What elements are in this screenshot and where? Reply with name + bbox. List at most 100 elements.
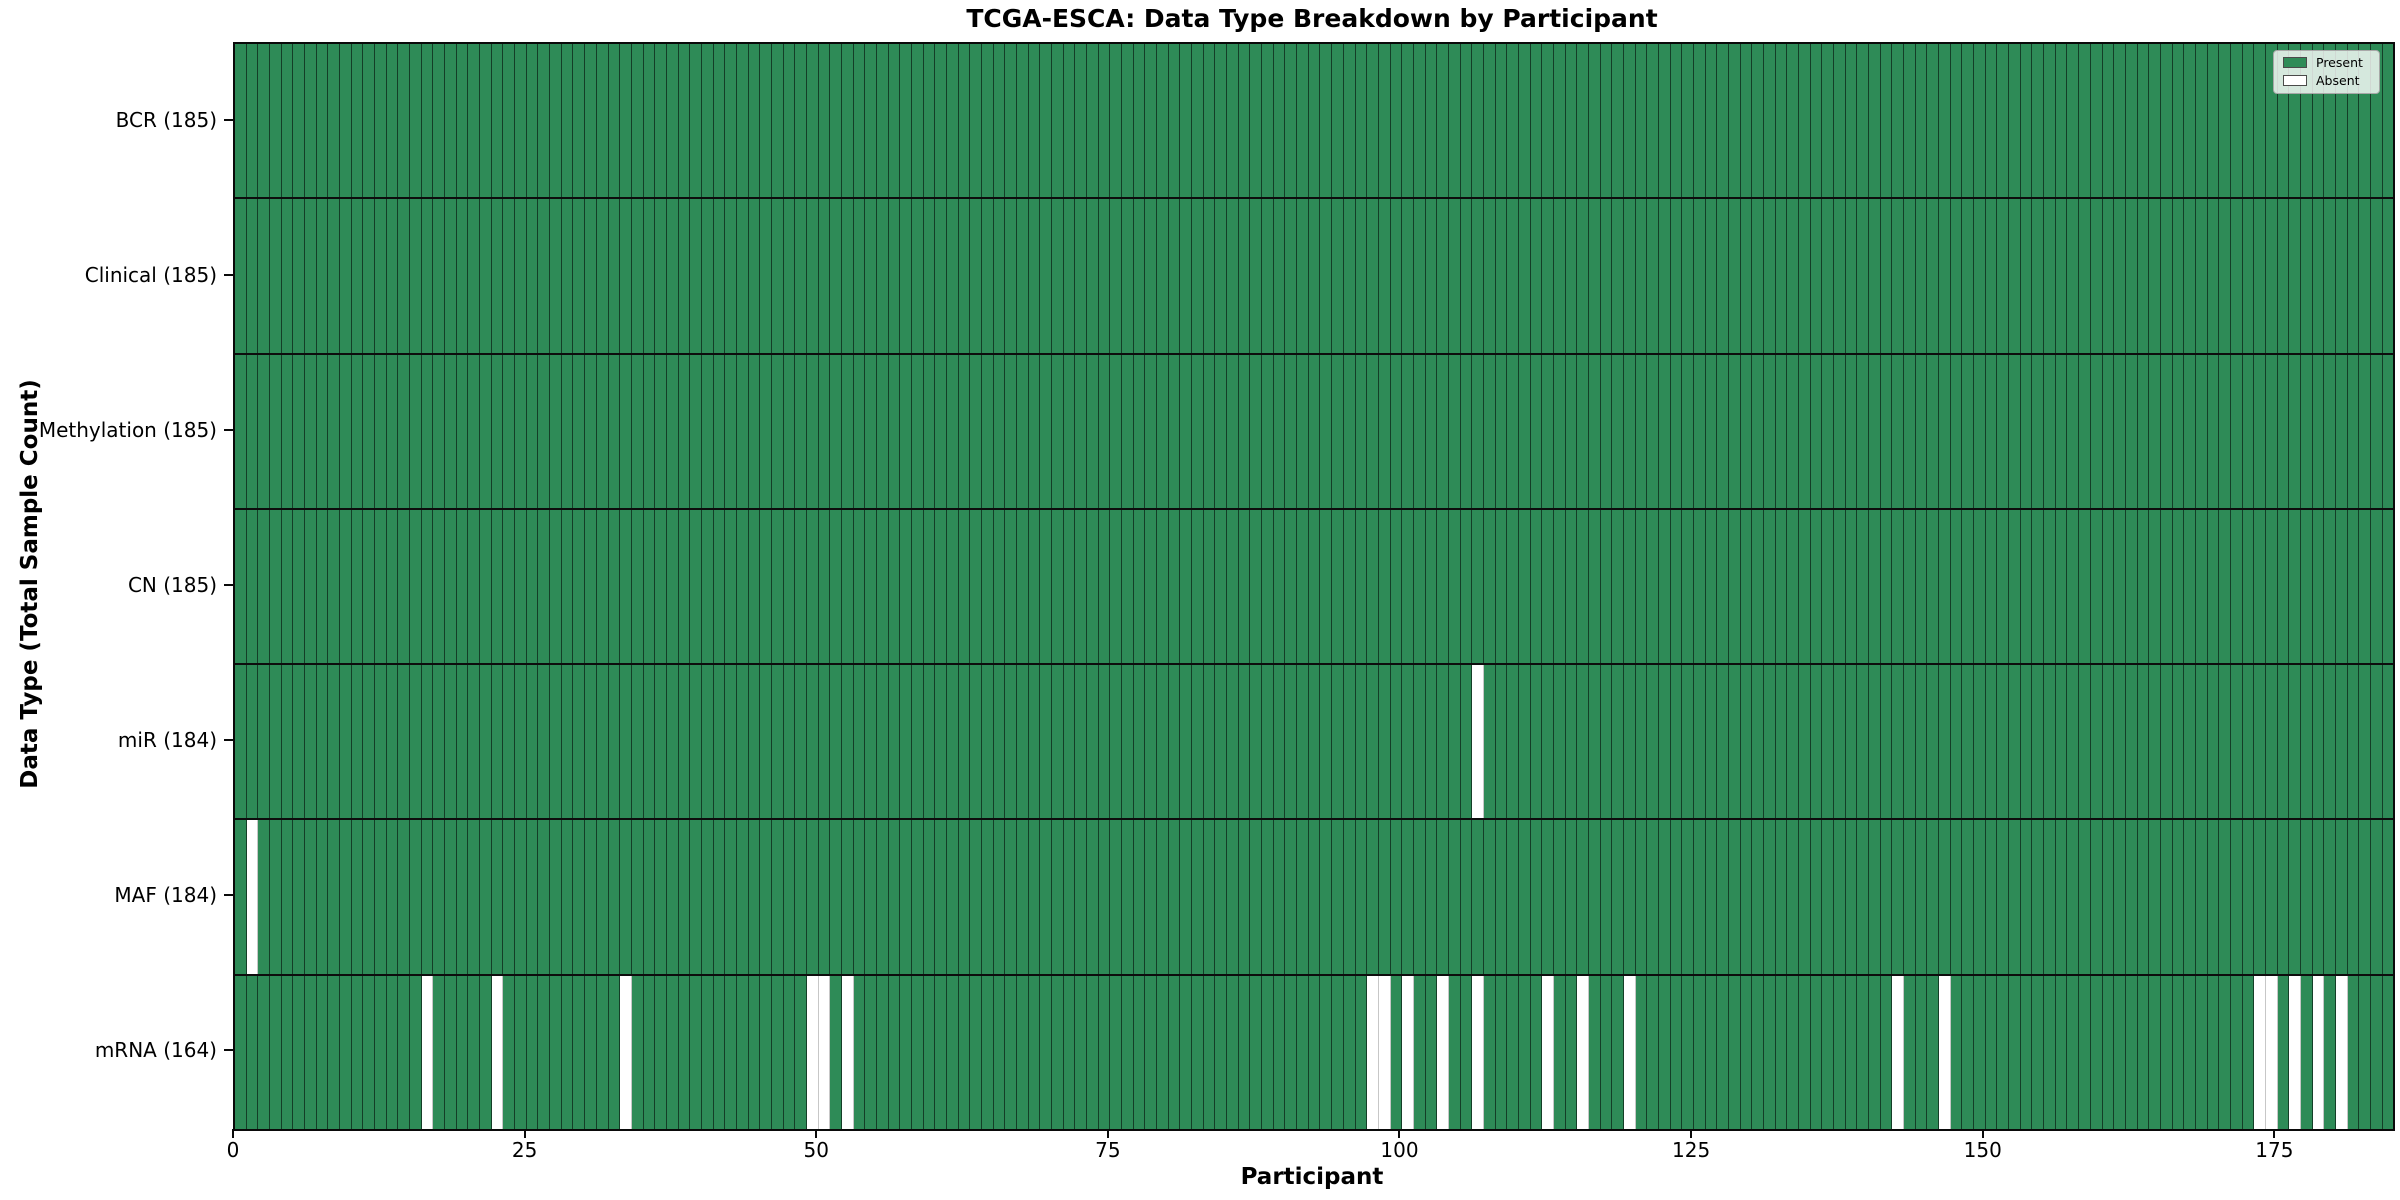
cell-present [1892, 199, 1905, 353]
cell-present [2172, 354, 2185, 508]
cell-present [2382, 354, 2394, 508]
cell-present [445, 44, 457, 198]
cell-present [2277, 44, 2290, 198]
cell-present [1635, 199, 1648, 353]
cell-present [982, 665, 994, 819]
cell-present [316, 509, 329, 664]
cell-present [2090, 509, 2103, 664]
cell-present [1483, 509, 1496, 664]
cell-present [2137, 975, 2150, 1129]
cell-present [1285, 199, 1298, 353]
cell-present [526, 509, 539, 664]
cell-present [316, 665, 329, 819]
cell-present [1472, 199, 1484, 353]
cell-present [1647, 44, 1659, 198]
cell-present [1028, 820, 1041, 974]
cell-present [1122, 44, 1134, 198]
cell-present [666, 199, 679, 353]
cell-present [795, 199, 807, 353]
cell-present [1448, 975, 1461, 1129]
cell-present [1297, 665, 1309, 819]
cell-present [1950, 665, 1963, 819]
cell-present [2359, 975, 2371, 1129]
cell-present [2079, 665, 2091, 819]
y-tick-label-methylation: Methylation (185) [38, 417, 217, 442]
cell-present [2125, 199, 2138, 353]
cell-present [363, 975, 376, 1129]
cell-present [1192, 665, 1204, 819]
cell-present [1098, 509, 1111, 664]
cell-present [316, 820, 329, 974]
cell-present [1518, 820, 1531, 974]
cell-present [1775, 44, 1788, 198]
cell-present [1367, 199, 1379, 353]
cell-present [1425, 44, 1438, 198]
cell-present [246, 44, 259, 198]
cell-present [2090, 820, 2103, 974]
cell-present [1367, 354, 1379, 508]
cell-present [1425, 975, 1438, 1129]
cell-present [1717, 975, 1729, 1129]
cell-present [1927, 665, 1940, 819]
cell-present [1985, 509, 1998, 664]
cell-present [1857, 820, 1870, 974]
cell-present [1110, 199, 1123, 353]
cell-present [1915, 665, 1928, 819]
cell-present [340, 199, 352, 353]
cell-present [2335, 665, 2348, 819]
cell-present [1507, 975, 1519, 1129]
cell-present [2160, 820, 2173, 974]
cell-present [386, 509, 399, 664]
cell-present [1507, 509, 1519, 664]
cell-present [1040, 199, 1053, 353]
x-tick-label: 175 [2255, 1138, 2294, 1162]
cell-present [1238, 975, 1251, 1129]
cell-present [2067, 975, 2080, 1129]
cell-present [2032, 820, 2045, 974]
cell-present [1098, 975, 1111, 1129]
cell-present [1273, 820, 1286, 974]
cell-present [1600, 820, 1613, 974]
cell-present [561, 509, 574, 664]
cell-present [1098, 665, 1111, 819]
cell-present [1623, 820, 1636, 974]
cell-present [2219, 820, 2231, 974]
cell-present [2219, 975, 2231, 1129]
cell-present [1297, 820, 1309, 974]
cell-present [1752, 44, 1765, 198]
cell-present [573, 354, 586, 508]
cell-present [2207, 199, 2220, 353]
cell-present [888, 354, 901, 508]
cell-present [281, 665, 294, 819]
cell-present [585, 975, 597, 1129]
cell-present [771, 509, 784, 664]
cell-present [795, 975, 807, 1129]
cell-present [690, 820, 702, 974]
cell-present [2102, 820, 2115, 974]
cell-present [363, 509, 376, 664]
cell-present [2149, 665, 2161, 819]
cell-present [1600, 975, 1613, 1129]
cell-present [305, 665, 317, 819]
cell-present [538, 820, 551, 974]
cell-present [2207, 354, 2220, 508]
cell-present [1658, 665, 1671, 819]
cell-present [526, 199, 539, 353]
cell-present [1857, 665, 1870, 819]
cell-present [725, 509, 737, 664]
cell-present [433, 354, 446, 508]
cell-present [270, 199, 282, 353]
cell-present [340, 975, 352, 1129]
cell-present [946, 199, 959, 353]
cell-present [1542, 354, 1554, 508]
cell-present [620, 354, 632, 508]
cell-present [783, 199, 796, 353]
cell-present [935, 354, 947, 508]
cell-present [1238, 199, 1251, 353]
cell-present [1390, 975, 1403, 1129]
cell-present [1927, 509, 1940, 664]
cell-present [235, 199, 247, 353]
cell-present [526, 975, 539, 1129]
cell-present [2055, 44, 2068, 198]
cell-present [1845, 975, 1858, 1129]
